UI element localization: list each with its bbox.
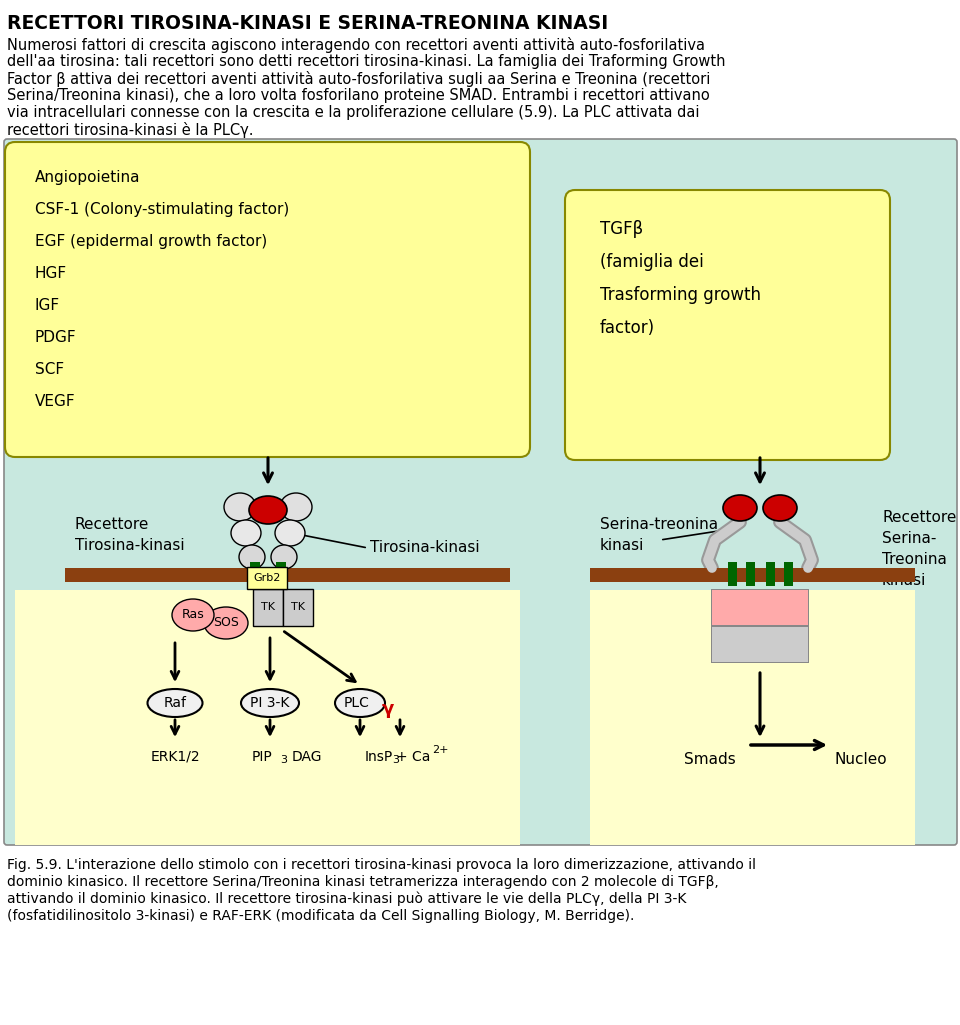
Text: EGF (epidermal growth factor): EGF (epidermal growth factor) [35,234,267,249]
Text: CSF-1 (Colony-stimulating factor): CSF-1 (Colony-stimulating factor) [35,202,289,217]
Text: attivando il dominio kinasico. Il recettore tirosina-kinasi può attivare le vie : attivando il dominio kinasico. Il recett… [7,892,686,906]
Text: HGF: HGF [35,266,67,281]
Bar [590,568,915,582]
FancyBboxPatch shape [5,142,530,457]
FancyBboxPatch shape [784,590,808,625]
Bar [65,568,510,582]
FancyBboxPatch shape [735,626,761,663]
FancyBboxPatch shape [736,627,760,662]
Text: + Ca: + Ca [396,750,430,764]
Text: Smads: Smads [684,752,736,767]
Ellipse shape [239,545,265,569]
Text: SOS: SOS [213,616,239,629]
Ellipse shape [763,495,797,521]
Bar [728,562,737,586]
FancyBboxPatch shape [759,626,785,663]
Text: DAG: DAG [292,750,323,764]
Text: 3: 3 [392,755,399,765]
Ellipse shape [224,493,256,521]
Text: Recettore
Serina-
Treonina
kinasi: Recettore Serina- Treonina kinasi [882,510,956,588]
Text: Serina-treonina
kinasi: Serina-treonina kinasi [600,517,718,554]
Text: recettori tirosina-kinasi è la PLCγ.: recettori tirosina-kinasi è la PLCγ. [7,122,253,138]
FancyBboxPatch shape [712,590,736,625]
Text: PIP: PIP [252,750,273,764]
Ellipse shape [275,520,305,546]
FancyBboxPatch shape [712,627,736,662]
Bar [250,562,260,587]
Text: dell'aa tirosina: tali recettori sono detti recettori tirosina-kinasi. La famigl: dell'aa tirosina: tali recettori sono de… [7,54,726,69]
Ellipse shape [280,493,312,521]
FancyBboxPatch shape [736,590,760,625]
Bar [784,562,793,586]
Text: via intracellulari connesse con la crescita e la proliferazione cellulare (5.9).: via intracellulari connesse con la cresc… [7,105,700,120]
Text: (famiglia dei: (famiglia dei [600,253,704,271]
FancyBboxPatch shape [760,590,784,625]
FancyBboxPatch shape [283,589,313,626]
Text: PLC: PLC [344,696,370,710]
FancyBboxPatch shape [565,190,890,460]
Text: TK: TK [261,603,275,613]
Bar [766,562,775,586]
FancyBboxPatch shape [783,589,809,626]
Bar [15,590,520,845]
Text: Angiopoietina: Angiopoietina [35,170,140,184]
FancyBboxPatch shape [253,589,283,626]
FancyBboxPatch shape [784,627,808,662]
Ellipse shape [335,689,385,718]
Text: TK: TK [291,603,305,613]
Bar [746,562,755,586]
Text: InsP: InsP [365,750,394,764]
Text: factor): factor) [600,319,655,337]
Text: Serina/Treonina kinasi), che a loro volta fosforilano proteine SMAD. Entrambi i : Serina/Treonina kinasi), che a loro volt… [7,88,709,102]
Ellipse shape [249,496,287,524]
Ellipse shape [723,495,757,521]
FancyBboxPatch shape [735,589,761,626]
Text: TGFβ: TGFβ [600,220,643,238]
FancyBboxPatch shape [711,626,737,663]
Text: Nucleo: Nucleo [834,752,887,767]
Text: Ras: Ras [181,609,204,621]
FancyBboxPatch shape [247,567,287,589]
FancyBboxPatch shape [759,589,785,626]
Bar [590,590,915,845]
Text: IGF: IGF [35,298,60,313]
Bar [276,562,286,587]
Text: VEGF: VEGF [35,394,76,409]
Text: PI 3-K: PI 3-K [251,696,290,710]
Ellipse shape [148,689,203,718]
Text: SCF: SCF [35,362,64,377]
Text: ERK1/2: ERK1/2 [150,750,200,764]
Text: Trasforming growth: Trasforming growth [600,286,761,304]
Text: RECETTORI TIROSINA-KINASI E SERINA-TREONINA KINASI: RECETTORI TIROSINA-KINASI E SERINA-TREON… [7,14,609,33]
Text: Factor β attiva dei recettori aventi attività auto-fosforilativa sugli aa Serina: Factor β attiva dei recettori aventi att… [7,71,710,87]
Text: (fosfatidilinositolo 3-kinasi) e RAF-ERK (modificata da Cell Signalling Biology,: (fosfatidilinositolo 3-kinasi) e RAF-ERK… [7,909,635,922]
FancyBboxPatch shape [783,626,809,663]
FancyBboxPatch shape [760,627,784,662]
Text: Grb2: Grb2 [253,573,280,583]
Text: Numerosi fattori di crescita agiscono interagendo con recettori aventi attività : Numerosi fattori di crescita agiscono in… [7,37,705,53]
FancyBboxPatch shape [711,589,737,626]
Text: γ: γ [382,700,395,718]
Text: Tirosina-kinasi: Tirosina-kinasi [370,540,480,556]
Text: 2+: 2+ [432,745,448,755]
FancyBboxPatch shape [4,139,957,845]
Text: Raf: Raf [163,696,186,710]
Text: Fig. 5.9. L'interazione dello stimolo con i recettori tirosina-kinasi provoca la: Fig. 5.9. L'interazione dello stimolo co… [7,858,756,872]
Text: dominio kinasico. Il recettore Serina/Treonina kinasi tetramerizza interagendo c: dominio kinasico. Il recettore Serina/Tr… [7,875,719,889]
Text: 3: 3 [280,755,287,765]
Ellipse shape [241,689,299,718]
Text: PDGF: PDGF [35,330,77,345]
Ellipse shape [172,599,214,631]
Ellipse shape [231,520,261,546]
Ellipse shape [204,607,248,639]
Text: Recettore
Tirosina-kinasi: Recettore Tirosina-kinasi [75,517,184,554]
Ellipse shape [271,545,297,569]
